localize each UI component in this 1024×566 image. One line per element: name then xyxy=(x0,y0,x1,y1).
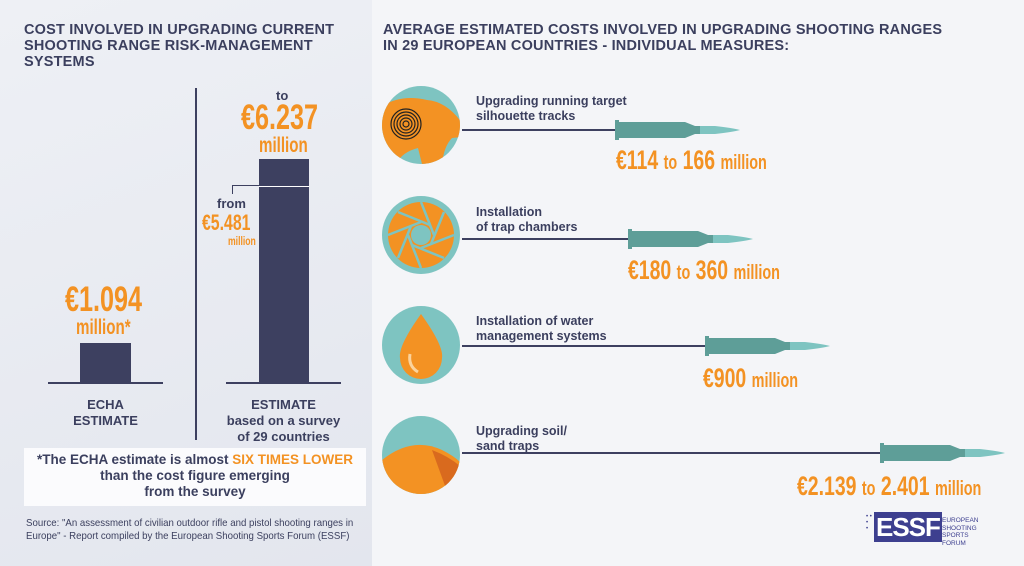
boar-target-icon xyxy=(382,86,460,164)
measure-label: Installation of water management systems xyxy=(476,314,607,344)
bullet-icon xyxy=(628,229,753,249)
label-line: ECHA xyxy=(87,397,124,412)
measure-label: Upgrading running target silhouette track… xyxy=(476,94,627,124)
source-line: Europe" - Report compiled by the Europea… xyxy=(26,530,350,542)
value-to-word: to xyxy=(861,478,876,500)
value-from: €900 xyxy=(703,363,747,393)
label-line: Installation of water xyxy=(476,314,594,328)
label-line: Upgrading soil/ xyxy=(476,424,567,438)
note-highlight: SIX TIMES LOWER xyxy=(232,452,354,467)
measure-value: €114 to 166 million xyxy=(616,146,826,177)
note-text: than the cost figure emerging xyxy=(100,468,290,483)
label-line: sand traps xyxy=(476,439,540,453)
connector-line xyxy=(462,452,882,454)
title-line: COST INVOLVED IN UPGRADING CURRENT xyxy=(24,22,335,38)
value-from: €114 xyxy=(616,145,659,175)
survey-baseline xyxy=(226,382,341,384)
measure-label: Upgrading soil/sand traps xyxy=(476,424,567,454)
divider xyxy=(195,88,197,440)
to-value: €6.237 xyxy=(241,98,319,137)
logo-line: EUROPEAN xyxy=(942,517,979,524)
from-label: from xyxy=(217,196,246,211)
sand-trap-icon xyxy=(382,416,460,494)
value-to: 2.401 xyxy=(880,471,930,501)
logo-line: FORUM xyxy=(942,539,966,547)
value-from: €2.139 xyxy=(797,471,857,501)
value-to: 166 xyxy=(682,145,716,175)
water-drop-icon xyxy=(382,306,460,384)
label-line: silhouette tracks xyxy=(476,109,576,123)
trap-chamber-icon xyxy=(382,196,460,274)
from-value: €5.481 xyxy=(202,210,251,235)
range-low-marker xyxy=(259,185,309,188)
essf-logo: • • • • ESSF EUROPEAN SHOOTING SPORTS FORU… xyxy=(866,512,996,547)
title-line: SHOOTING RANGE RISK-MANAGEMENT xyxy=(24,38,313,54)
right-title: AVERAGE ESTIMATED COSTS INVOLVED IN UPGR… xyxy=(383,22,942,54)
measure-value: €180 to 360 million xyxy=(628,256,839,287)
value-unit: million xyxy=(934,478,982,500)
value-from: €180 xyxy=(628,255,672,285)
bullet-icon xyxy=(615,120,740,140)
connector-line xyxy=(462,345,707,347)
to-label: to xyxy=(276,88,289,103)
label-line: ESTIMATE xyxy=(251,397,316,412)
value-unit: million xyxy=(720,152,767,174)
survey-label: ESTIMATE based on a survey of 29 countri… xyxy=(206,397,361,445)
value-unit: million xyxy=(733,262,780,284)
label-line: of trap chambers xyxy=(476,220,578,234)
echa-unit: million* xyxy=(76,316,131,339)
measure-label: Installation of trap chambers xyxy=(476,205,577,235)
title-line: IN 29 EUROPEAN COUNTRIES - INDIVIDUAL ME… xyxy=(383,38,790,54)
logo-subtext: EUROPEAN SHOOTING SPORTS FORUM xyxy=(942,517,996,547)
echa-baseline xyxy=(48,382,163,384)
connector-line xyxy=(462,129,617,131)
connector-line xyxy=(462,238,630,240)
title-line: SYSTEMS xyxy=(24,54,95,70)
label-line: Upgrading running target xyxy=(476,94,627,108)
title-line: AVERAGE ESTIMATED COSTS INVOLVED IN UPGR… xyxy=(383,22,943,38)
logo-stars: • • • • xyxy=(866,514,872,532)
echa-label: ECHA ESTIMATE xyxy=(48,397,163,429)
source-note: Source: "An assessment of civilian outdo… xyxy=(26,517,353,543)
left-title: COST INVOLVED IN UPGRADING CURRENT SHOOT… xyxy=(24,22,334,70)
label-line: management systems xyxy=(476,329,607,343)
footnote-box: *The ECHA estimate is almost SIX TIMES L… xyxy=(24,448,366,506)
value-unit: million xyxy=(751,370,799,392)
logo-line: SHOOTING SPORTS xyxy=(942,524,977,540)
source-line: Source: "An assessment of civilian outdo… xyxy=(26,517,354,529)
echa-value: €1.094 xyxy=(65,280,143,319)
measure-value: €900 million xyxy=(703,364,835,395)
label-line: based on a survey xyxy=(226,413,341,428)
value-to-word: to xyxy=(676,262,691,284)
from-leader-line xyxy=(232,185,259,194)
label-line: Installation xyxy=(476,205,542,219)
value-to-word: to xyxy=(663,152,678,174)
bar-echa xyxy=(80,342,131,382)
logo-text: ESSF xyxy=(874,512,942,542)
value-to: 360 xyxy=(695,255,729,285)
note-text: *The ECHA estimate is almost xyxy=(36,452,233,467)
bar-survey xyxy=(259,158,309,382)
label-line: of 29 countries xyxy=(237,429,330,444)
measure-value: €2.139 to 2.401 million xyxy=(797,472,1024,503)
from-unit: million xyxy=(228,234,256,248)
note-text: from the survey xyxy=(144,484,246,499)
bullet-icon xyxy=(880,443,1005,463)
label-line: ESTIMATE xyxy=(73,413,138,428)
to-unit: million xyxy=(259,134,308,157)
bullet-icon xyxy=(705,336,830,356)
